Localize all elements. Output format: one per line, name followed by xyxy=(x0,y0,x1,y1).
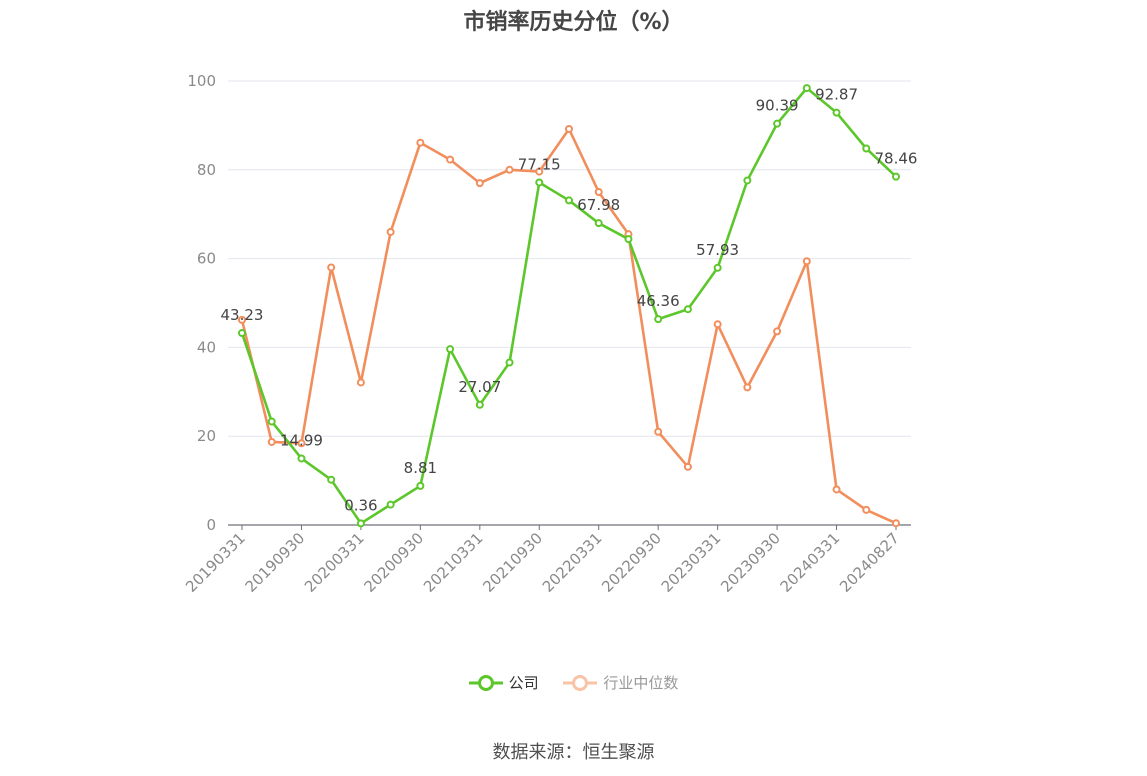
data-point-industry[interactable] xyxy=(832,485,841,494)
x-tick-label: 20240331 xyxy=(777,529,844,596)
x-tick-label: 20230331 xyxy=(658,529,725,596)
data-point-industry[interactable] xyxy=(327,263,336,272)
data-point-company[interactable] xyxy=(505,358,514,367)
data-point-company[interactable] xyxy=(356,519,365,528)
legend-label-industry: 行业中位数 xyxy=(603,674,679,692)
data-label: 14.99 xyxy=(280,431,323,449)
data-point-company[interactable] xyxy=(802,84,811,93)
data-point-industry[interactable] xyxy=(862,505,871,514)
x-tick-label: 20220331 xyxy=(539,529,606,596)
data-label: 8.81 xyxy=(404,459,437,477)
x-tick-label: 20210331 xyxy=(420,529,487,596)
data-point-company[interactable] xyxy=(446,345,455,354)
data-point-industry[interactable] xyxy=(386,227,395,236)
x-tick-label: 20190930 xyxy=(242,529,309,596)
x-tick-label: 20200331 xyxy=(301,529,368,596)
data-point-company[interactable] xyxy=(327,475,336,484)
data-point-company[interactable] xyxy=(594,219,603,228)
legend: 公司 行业中位数 xyxy=(0,672,1147,695)
data-point-company[interactable] xyxy=(624,235,633,244)
x-tick-label: 20210930 xyxy=(479,529,546,596)
data-point-industry[interactable] xyxy=(475,179,484,188)
data-point-company[interactable] xyxy=(535,178,544,187)
data-point-company[interactable] xyxy=(832,108,841,117)
data-point-industry[interactable] xyxy=(565,124,573,133)
y-tick-label: 20 xyxy=(197,427,216,445)
series-line-industry xyxy=(240,127,897,525)
data-point-company[interactable] xyxy=(743,176,752,185)
data-point-company[interactable] xyxy=(683,305,692,314)
data-point-industry[interactable] xyxy=(654,427,663,436)
x-tick-label: 20240827 xyxy=(836,529,903,596)
data-point-company[interactable] xyxy=(267,417,276,426)
data-point-industry[interactable] xyxy=(297,439,306,448)
data-point-industry[interactable] xyxy=(446,155,455,164)
data-label: 92.87 xyxy=(815,86,858,104)
x-tick-label: 20230930 xyxy=(717,529,784,596)
legend-item-industry[interactable]: 行业中位数 xyxy=(563,672,678,693)
x-tick-label: 20190331 xyxy=(182,529,249,596)
data-label: 67.98 xyxy=(577,196,620,214)
data-point-industry[interactable] xyxy=(802,257,811,266)
x-tick-label: 20200930 xyxy=(360,529,427,596)
data-label: 27.07 xyxy=(458,378,501,396)
data-point-industry[interactable] xyxy=(267,437,276,446)
data-label: 46.36 xyxy=(637,292,680,310)
data-point-industry[interactable] xyxy=(238,315,246,324)
data-point-industry[interactable] xyxy=(683,462,692,471)
data-label: 43.23 xyxy=(221,306,264,324)
data-point-industry[interactable] xyxy=(356,378,365,387)
data-label: 78.46 xyxy=(875,150,918,168)
data-point-company[interactable] xyxy=(773,119,782,128)
data-label: 0.36 xyxy=(344,496,377,514)
data-point-industry[interactable] xyxy=(743,383,752,392)
data-label: 77.15 xyxy=(518,155,561,173)
data-point-company[interactable] xyxy=(416,481,425,490)
y-tick-label: 100 xyxy=(187,72,216,90)
data-point-industry[interactable] xyxy=(773,327,782,336)
legend-company-marker-icon xyxy=(468,674,503,691)
data-point-company[interactable] xyxy=(862,144,871,153)
x-tick-label: 20220930 xyxy=(598,529,665,596)
data-point-company[interactable] xyxy=(238,329,246,338)
legend-label-company: 公司 xyxy=(508,674,539,692)
legend-industry-marker-icon xyxy=(563,674,598,691)
data-point-company[interactable] xyxy=(565,196,573,205)
data-point-company[interactable] xyxy=(386,500,395,509)
data-point-industry[interactable] xyxy=(505,165,514,174)
chart-title: 市销率历史分位（%） xyxy=(463,10,684,35)
data-source: 数据来源：恒生聚源 xyxy=(492,742,655,763)
data-point-company[interactable] xyxy=(654,315,663,324)
y-tick-label: 0 xyxy=(206,516,216,534)
data-point-industry[interactable] xyxy=(892,519,900,528)
data-point-company[interactable] xyxy=(713,263,722,272)
data-point-company[interactable] xyxy=(297,454,306,463)
y-tick-label: 60 xyxy=(197,250,216,268)
data-label: 90.39 xyxy=(756,97,799,115)
data-point-company[interactable] xyxy=(475,400,484,409)
data-point-company[interactable] xyxy=(892,172,900,181)
y-tick-label: 40 xyxy=(197,338,216,356)
legend-item-company[interactable]: 公司 xyxy=(468,672,539,693)
data-point-industry[interactable] xyxy=(535,167,544,176)
data-point-industry[interactable] xyxy=(713,320,722,329)
y-tick-label: 80 xyxy=(197,161,216,179)
data-label: 57.93 xyxy=(696,241,739,259)
data-point-industry[interactable] xyxy=(594,188,603,196)
data-point-industry[interactable] xyxy=(416,138,425,147)
